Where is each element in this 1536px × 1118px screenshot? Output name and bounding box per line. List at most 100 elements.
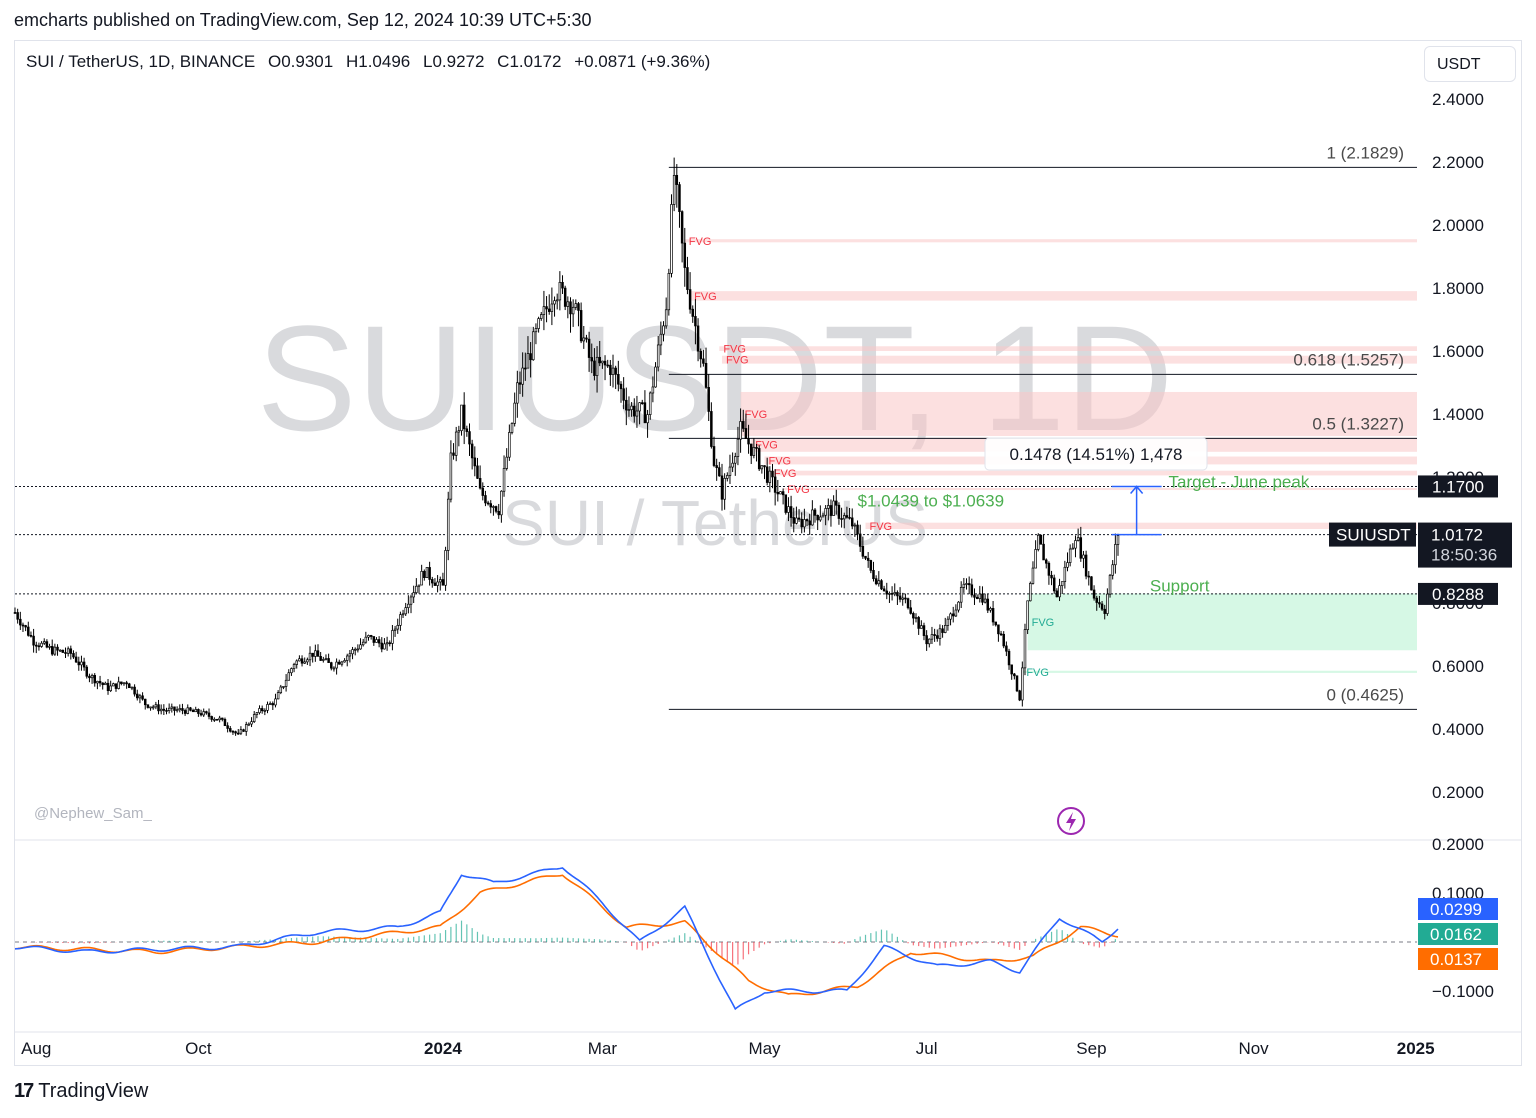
candle-body (454, 431, 458, 456)
candle-body (1034, 549, 1037, 569)
candle-body (157, 704, 160, 712)
candle-body (189, 707, 192, 711)
candle-body (98, 680, 102, 684)
candle-body (404, 607, 407, 615)
candle-body (603, 360, 607, 366)
candle-body (723, 477, 726, 500)
candle-body (986, 598, 990, 611)
candle-body (24, 625, 27, 628)
candle-body (925, 635, 928, 645)
candle-body (1010, 664, 1013, 675)
candle-body (268, 703, 272, 705)
candle-body (367, 635, 370, 638)
candle-body (1026, 600, 1029, 631)
candle-body (231, 730, 235, 733)
candle-body (590, 357, 594, 362)
candle-body (667, 273, 671, 311)
macd-histogram (19, 920, 1116, 966)
candle-body (540, 314, 543, 319)
candle-body (563, 287, 567, 307)
candle-body (436, 581, 439, 586)
candle-body (970, 584, 974, 596)
candle-body (327, 658, 330, 663)
candle-body (462, 404, 466, 430)
candle-body (383, 643, 386, 650)
candle-body (306, 659, 309, 663)
candle-body (276, 692, 280, 700)
candle-body (959, 587, 963, 603)
candle-body (813, 509, 817, 516)
candle-body (858, 533, 862, 547)
candle-body (399, 614, 402, 626)
candle-body (154, 704, 158, 708)
candle-body (864, 555, 867, 559)
candle-body (298, 658, 301, 662)
candle-body (489, 503, 493, 508)
candle-body (914, 617, 918, 619)
candle-body (726, 475, 729, 479)
candle-body (415, 585, 418, 593)
candle-body (1068, 548, 1072, 563)
candle-body (433, 582, 437, 586)
candle-body (747, 438, 750, 445)
candle-body (239, 729, 243, 734)
current-price-badge (1418, 522, 1512, 568)
candle-body (1007, 650, 1011, 666)
x-axis-tick-label: Jul (916, 1039, 938, 1058)
macd-line (14, 867, 1119, 1011)
candle-body (1042, 543, 1045, 561)
candle-body (1082, 554, 1085, 559)
candle-body (566, 301, 570, 307)
candle-body (473, 457, 477, 467)
candle-body (888, 593, 891, 595)
candle-body (322, 659, 325, 661)
candle-body (19, 618, 22, 626)
candle-body (292, 664, 296, 669)
candle-body (1103, 608, 1106, 614)
candle-body (1079, 537, 1083, 559)
candle-body (141, 695, 144, 700)
candle-body (1021, 667, 1024, 701)
ohlc-open: O0.9301 (268, 52, 334, 71)
currency-button[interactable]: USDT (1424, 46, 1516, 82)
candle-body (500, 490, 503, 516)
candle-body (904, 597, 907, 600)
fib-level-label: 0 (0.4625) (1327, 685, 1405, 704)
fib-level-label: 0.5 (1.3227) (1312, 414, 1404, 433)
candle-body (675, 174, 679, 185)
tradingview-logo[interactable]: 17 TradingView (14, 1080, 148, 1103)
candle-body (125, 682, 128, 685)
candle-body (258, 708, 261, 714)
candle-body (348, 653, 352, 657)
candle-body (1106, 593, 1109, 614)
candle-body (143, 698, 147, 706)
candle-body (417, 584, 421, 587)
fvg-zone (719, 346, 1417, 351)
y-axis-tick-label: 0.6000 (1432, 657, 1484, 676)
level-badge (1418, 475, 1498, 498)
candle-body (1047, 562, 1051, 576)
candle-body (130, 686, 134, 689)
candle-body (21, 624, 25, 627)
candle-body (237, 732, 240, 735)
candle-body (999, 633, 1003, 636)
candle-body (659, 333, 663, 346)
candle-body (279, 686, 283, 693)
macd-y-tick-label: 0.2000 (1432, 835, 1484, 854)
macd-value-badge (1418, 898, 1498, 920)
candle-body (229, 728, 232, 732)
candle-body (170, 706, 174, 709)
measure-label: 0.1478 (14.51%) 1,478 (1010, 445, 1183, 464)
candle-body (1044, 559, 1048, 564)
candle-body (260, 708, 264, 712)
candle-body (508, 432, 511, 458)
candle-body (191, 709, 195, 713)
candle-body (391, 630, 394, 644)
candle-body (803, 519, 806, 528)
candle-body (223, 719, 227, 727)
candle-body (1108, 574, 1112, 595)
ohlc-low: L0.9272 (422, 52, 485, 71)
author-watermark: @Nephew_Sam_ (34, 805, 152, 822)
fvg-zone (684, 239, 1417, 243)
